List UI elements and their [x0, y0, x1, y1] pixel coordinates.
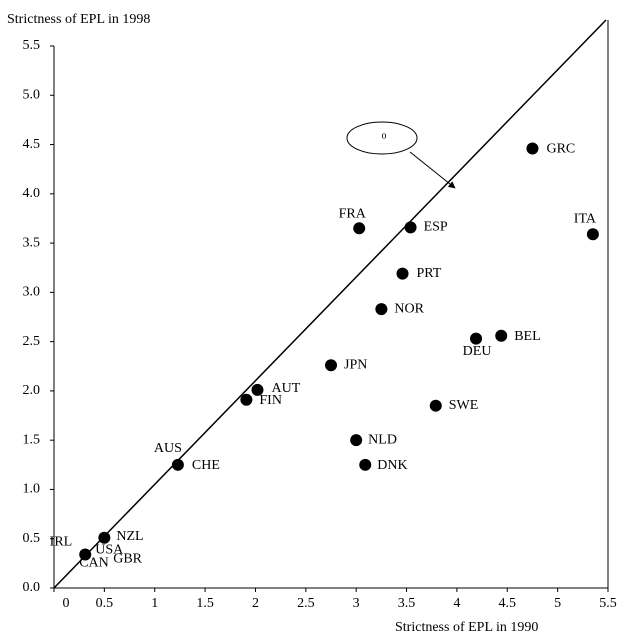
data-point	[586, 228, 599, 241]
data-point	[350, 434, 363, 447]
x-tick-label: 3	[353, 596, 360, 611]
point-label: NLD	[368, 432, 397, 447]
x-tick-label: 4.5	[499, 596, 517, 611]
data-point	[375, 303, 388, 316]
point-label: CHE	[192, 458, 220, 473]
x-tick-label: 0.5	[96, 596, 114, 611]
point-label: FIN	[259, 393, 282, 408]
x-tick-label: 3.5	[398, 596, 416, 611]
x-axis-title: Strictness of EPL in 1990	[395, 620, 538, 635]
y-tick-label: 0.0	[23, 580, 41, 595]
annotation-text: o	[382, 130, 387, 141]
point-label: PRT	[417, 266, 442, 281]
data-point	[171, 458, 184, 471]
y-tick-label: 5.5	[23, 38, 41, 53]
point-label: JPN	[344, 358, 367, 373]
data-point	[396, 267, 409, 280]
data-point	[79, 548, 92, 561]
y-tick-label: 1.0	[23, 482, 41, 497]
x-tick-label: 1	[151, 596, 158, 611]
data-point	[240, 393, 253, 406]
annotation-arrow	[409, 151, 456, 189]
point-label: ITA	[574, 211, 597, 226]
point-label: NZL	[116, 529, 143, 544]
point-label: FRA	[339, 207, 367, 222]
point-label: USA	[95, 543, 124, 558]
data-point	[404, 221, 417, 234]
x-tick-label: 0	[63, 596, 70, 611]
y-tick-label: 5.0	[23, 87, 41, 102]
point-label: SWE	[449, 398, 479, 413]
data-point	[495, 329, 508, 342]
point-label: GBR	[113, 552, 142, 567]
data-point	[429, 399, 442, 412]
y-tick-label: 3.0	[23, 285, 41, 300]
data-point	[353, 222, 366, 235]
point-label: NOR	[394, 301, 424, 316]
x-tick-label: 4	[453, 596, 460, 611]
y-tick-label: 2.0	[23, 383, 41, 398]
data-point	[359, 458, 372, 471]
y-tick-label: 4.5	[23, 137, 41, 152]
y-tick-label: 2.5	[23, 334, 41, 349]
y-tick-label: 3.5	[23, 235, 41, 250]
x-tick-label: 2.5	[297, 596, 315, 611]
point-label: GRC	[546, 142, 575, 157]
point-label: DNK	[377, 458, 407, 473]
data-point	[526, 142, 539, 155]
y-tick-label: 4.0	[23, 186, 41, 201]
x-tick-label: 1.5	[196, 596, 214, 611]
data-point	[325, 359, 337, 372]
point-label: DEU	[463, 344, 492, 359]
y-tick-label: 0.5	[23, 531, 41, 546]
point-label: CAN	[79, 556, 109, 571]
y-tick-label: 1.5	[23, 432, 41, 447]
annotation-bubble	[346, 121, 418, 155]
point-label: ESP	[424, 220, 448, 235]
data-point	[251, 383, 264, 396]
point-label: IRL	[50, 535, 73, 550]
data-point	[470, 332, 483, 345]
x-tick-label: 5	[554, 596, 561, 611]
point-label: AUS	[154, 441, 182, 456]
diagonal-line	[53, 19, 607, 589]
data-point	[98, 531, 111, 544]
x-tick-label: 5.5	[599, 596, 617, 611]
x-tick-label: 2	[252, 596, 259, 611]
y-axis-title: Strictness of EPL in 1998	[7, 12, 150, 27]
point-label: AUT	[271, 381, 300, 396]
point-label: BEL	[514, 329, 540, 344]
